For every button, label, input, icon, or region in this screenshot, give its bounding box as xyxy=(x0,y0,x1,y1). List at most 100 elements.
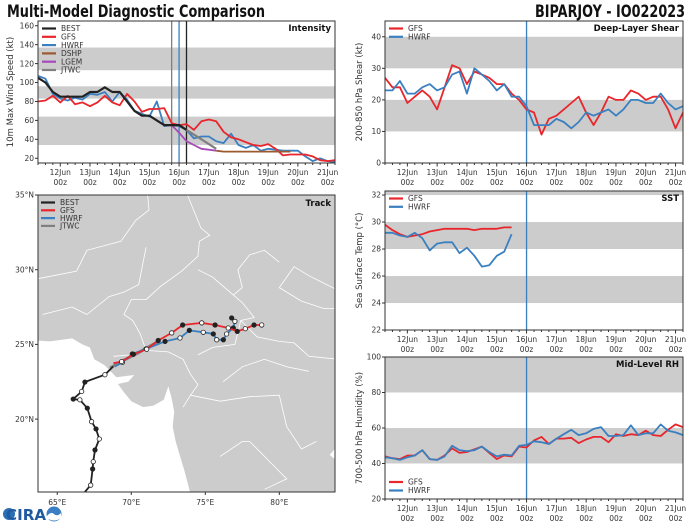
x-tick-date: 19Jun xyxy=(258,168,280,177)
political-border xyxy=(38,195,150,280)
track-position-marker xyxy=(130,351,136,357)
y-tick-label: 28 xyxy=(371,245,381,254)
y-tick-label: 40 xyxy=(371,32,381,41)
x-tick-date: 17Jun xyxy=(546,335,568,344)
x-tick-date: 21Jun xyxy=(665,168,687,177)
legend-item-jtwc: JTWC xyxy=(41,222,79,231)
track-position-marker xyxy=(90,459,96,465)
y-tick-label: 20 xyxy=(371,96,381,105)
legend-item-gfs: GFS xyxy=(389,478,423,487)
threshold-band xyxy=(385,191,683,196)
lat-tick-label: 20°N xyxy=(15,415,34,424)
x-tick-date: 20Jun xyxy=(635,335,657,344)
threshold-band xyxy=(385,99,683,132)
y-tick-label: 20 xyxy=(24,154,34,163)
x-tick-time: 00z xyxy=(550,514,564,523)
political-border xyxy=(86,247,147,315)
political-border xyxy=(42,306,88,315)
x-tick-date: 20Jun xyxy=(635,168,657,177)
series-line-best xyxy=(38,76,188,131)
x-tick-date: 12Jun xyxy=(50,168,72,177)
track-position-marker xyxy=(224,331,230,337)
panel-title: Track xyxy=(306,199,332,209)
logo-globe-icon xyxy=(3,508,15,520)
x-tick-time: 00z xyxy=(609,514,623,523)
shear-panel: 01020304012Jun00z13Jun00z14Jun00z15Jun00… xyxy=(355,20,687,187)
lon-tick-label: 70°E xyxy=(122,498,140,507)
lat-tick-label: 35°N xyxy=(15,191,34,200)
track-position-marker xyxy=(88,482,94,488)
track-position-marker xyxy=(92,447,98,453)
track-position-marker xyxy=(220,337,226,343)
plot-background xyxy=(385,191,683,330)
track-position-marker xyxy=(102,372,108,378)
x-tick-time: 00z xyxy=(639,178,653,187)
series-line-gfs xyxy=(38,93,335,163)
y-tick-label: 32 xyxy=(371,191,381,200)
track-position-marker xyxy=(82,379,88,385)
sst-panel: 22242628303212Jun00z13Jun00z14Jun00z15Ju… xyxy=(355,190,686,354)
legend-label: GFS xyxy=(60,206,75,215)
legend-item-dshp: DSHP xyxy=(42,49,82,58)
legend-item-hwrf: HWRF xyxy=(42,41,84,50)
y-axis-label: 700-500 hPa Humidity (%) xyxy=(355,372,365,484)
political-border xyxy=(240,320,335,360)
political-border xyxy=(219,441,250,457)
x-tick-time: 00z xyxy=(232,178,246,187)
storm-id-title: BIPARJOY - IO022023 xyxy=(535,2,685,22)
x-tick-date: 18Jun xyxy=(228,168,250,177)
track-position-marker xyxy=(210,331,216,337)
x-tick-date: 16Jun xyxy=(516,504,538,513)
x-tick-time: 00z xyxy=(520,345,534,354)
legend-item-lgem: LGEM xyxy=(42,57,82,66)
x-tick-date: 19Jun xyxy=(605,335,627,344)
x-tick-time: 00z xyxy=(401,345,415,354)
x-tick-date: 12Jun xyxy=(397,504,419,513)
political-border xyxy=(249,441,288,490)
x-tick-time: 00z xyxy=(639,514,653,523)
x-tick-time: 00z xyxy=(261,178,275,187)
track-position-marker xyxy=(96,436,102,442)
x-tick-time: 00z xyxy=(321,178,335,187)
series-line-dshp xyxy=(216,149,291,153)
lat-tick-label: 30°N xyxy=(15,265,34,274)
x-tick-time: 00z xyxy=(490,178,504,187)
x-tick-time: 00z xyxy=(520,178,534,187)
series-line-hwrf xyxy=(385,67,683,130)
track-position-marker xyxy=(232,318,238,324)
panel-title: Intensity xyxy=(288,24,331,34)
track-position-marker xyxy=(88,419,95,425)
political-border xyxy=(197,269,255,356)
y-tick-label: 60 xyxy=(24,116,34,125)
y-tick-label: 30 xyxy=(371,218,381,227)
x-tick-time: 00z xyxy=(609,345,623,354)
x-tick-time: 00z xyxy=(143,178,157,187)
x-tick-time: 00z xyxy=(669,178,683,187)
panel-title: SST xyxy=(661,194,679,204)
x-tick-time: 00z xyxy=(401,178,415,187)
track-best xyxy=(70,365,114,492)
series-line-hwrf xyxy=(385,423,683,461)
x-tick-date: 16Jun xyxy=(168,168,190,177)
x-tick-time: 00z xyxy=(550,345,564,354)
x-tick-date: 19Jun xyxy=(605,168,627,177)
y-tick-label: 160 xyxy=(20,21,35,30)
y-tick-label: 120 xyxy=(20,59,35,68)
legend-label: JTWC xyxy=(60,66,80,75)
track-position-marker xyxy=(177,335,183,341)
legend-item-hwrf: HWRF xyxy=(41,214,83,223)
x-tick-time: 00z xyxy=(579,178,593,187)
legend-label: HWRF xyxy=(60,214,83,223)
track-position-marker xyxy=(200,329,206,335)
x-tick-date: 16Jun xyxy=(516,335,538,344)
track-position-marker xyxy=(84,405,90,411)
y-tick-label: 10 xyxy=(371,127,381,136)
track-position-marker xyxy=(144,346,150,352)
legend-label: GFS xyxy=(61,33,76,42)
x-tick-date: 19Jun xyxy=(605,504,627,513)
x-tick-time: 00z xyxy=(460,345,474,354)
panel-title: Mid-Level RH xyxy=(616,360,679,370)
y-tick-label: 20 xyxy=(371,495,381,504)
track-position-marker xyxy=(180,322,186,328)
legend-label: BEST xyxy=(60,198,80,207)
